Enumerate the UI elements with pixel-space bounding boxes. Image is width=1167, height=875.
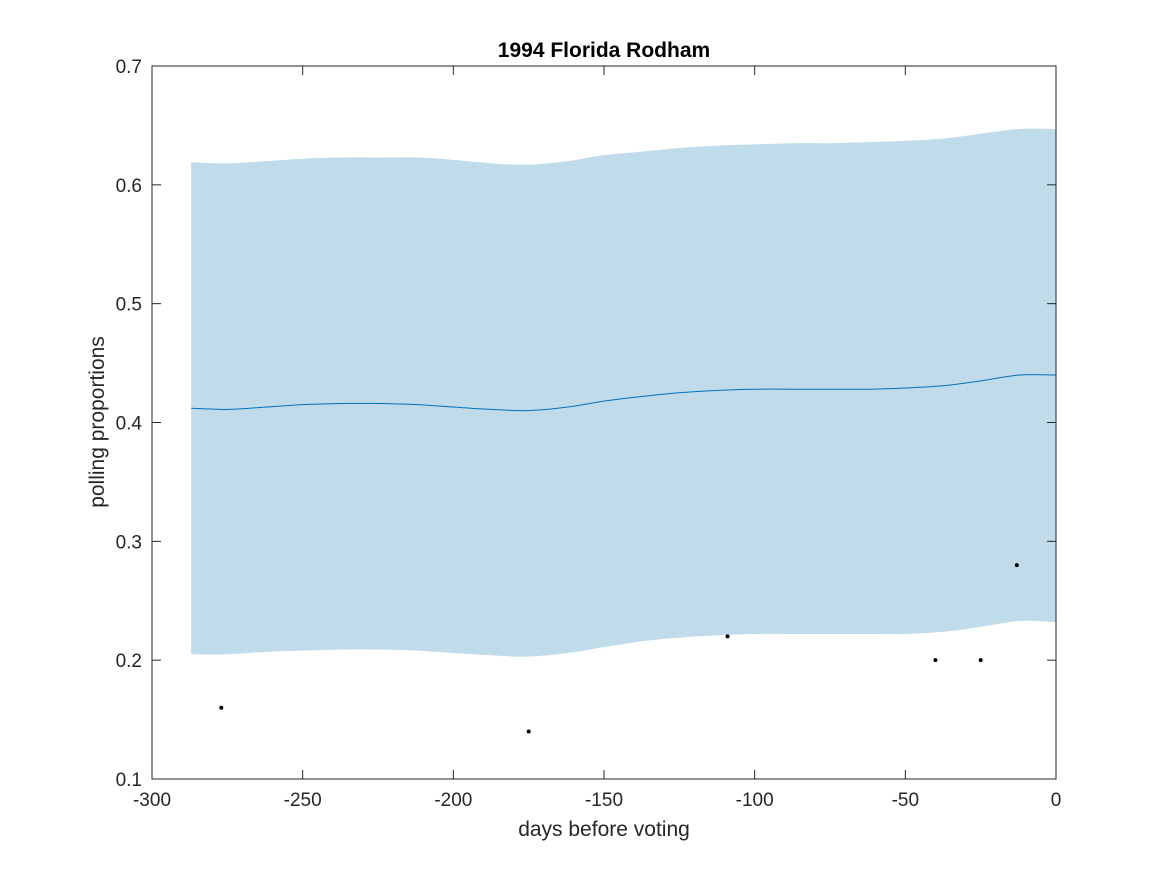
- y-tick-label: 0.6: [116, 176, 142, 197]
- poll-point: [219, 705, 224, 710]
- x-tick-label: -100: [736, 790, 774, 811]
- y-tick-label: 0.3: [116, 532, 142, 553]
- x-tick-label: -300: [133, 790, 171, 811]
- y-tick-label: 0.2: [116, 651, 142, 672]
- poll-point: [1014, 563, 1019, 568]
- poll-point: [933, 658, 938, 663]
- x-tick-label: 0: [1051, 790, 1062, 811]
- poll-point: [725, 634, 730, 639]
- y-tick-label: 0.7: [116, 57, 142, 78]
- y-tick-label: 0.1: [116, 770, 142, 791]
- x-tick-label: -50: [892, 790, 919, 811]
- poll-point: [526, 729, 531, 734]
- x-tick-label: -250: [284, 790, 322, 811]
- x-axis-label: days before voting: [518, 818, 690, 841]
- y-axis-label: polling proportions: [86, 336, 109, 508]
- chart-title: 1994 Florida Rodham: [498, 39, 710, 62]
- y-tick-label: 0.4: [116, 414, 143, 435]
- mean-line: [191, 374, 1057, 412]
- plot-area: [191, 128, 1057, 734]
- confidence-band: [191, 128, 1057, 657]
- x-tick-label: -150: [585, 790, 623, 811]
- ticks: -300 -250 -200 -150 -100 -50 0 0.1 0.2 0.3 0.4 0.5 0…: [116, 57, 1062, 811]
- x-tick-label: -200: [434, 790, 472, 811]
- poll-point: [978, 658, 983, 663]
- y-tick-label: 0.5: [116, 295, 142, 316]
